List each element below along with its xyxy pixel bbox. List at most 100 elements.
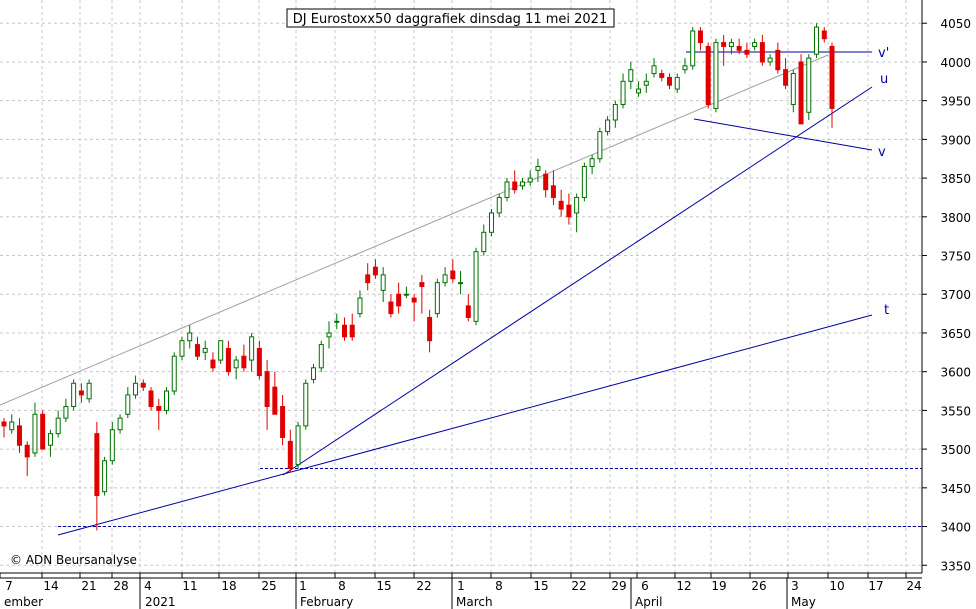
candle-body [566, 204, 572, 218]
candle-body [519, 181, 525, 187]
candle-body [372, 266, 378, 276]
candle-body [194, 344, 200, 357]
candle-body [318, 344, 324, 369]
candle-body [535, 165, 541, 171]
x-tick-label: 22 [571, 579, 586, 593]
candle-body [558, 200, 564, 210]
trend-line-label: v' [878, 46, 889, 61]
candles [1, 23, 835, 531]
candle-body [574, 196, 580, 214]
candle-body [465, 305, 471, 318]
x-tick-label: 26 [751, 579, 766, 593]
x-tick-label: 1 [299, 579, 307, 593]
copyright-text: © ADN Beursanalyse [10, 553, 137, 567]
x-tick-label: 8 [495, 579, 503, 593]
x-tick-label: 24 [906, 579, 921, 593]
candle-body [427, 316, 433, 342]
candle-body [744, 49, 750, 55]
candle-body [94, 433, 100, 497]
month-label: 2021 [145, 595, 176, 609]
candle-body [728, 42, 734, 47]
candle-body [63, 406, 69, 419]
candle-body [32, 413, 38, 454]
candle-body [264, 371, 270, 408]
y-tick-label: 3450 [940, 482, 971, 496]
candle-body [806, 57, 812, 113]
candle-body [736, 45, 742, 51]
candle-body [643, 80, 649, 86]
y-tick-label: 3900 [940, 133, 971, 147]
candle-body [589, 158, 595, 167]
month-label: May [791, 595, 816, 609]
candle-body [790, 73, 796, 106]
candle-body [210, 359, 216, 369]
chart-title: DJ Eurostoxx50 daggrafiek dinsdag 11 mei… [293, 12, 607, 27]
x-tick-label: 19 [711, 579, 726, 593]
candle-body [380, 274, 386, 291]
x-tick-label: 8 [338, 579, 346, 593]
candle-body [612, 104, 618, 121]
trend-line-label: u [880, 72, 888, 87]
candle-body [55, 417, 61, 435]
candle-body [78, 390, 84, 396]
y-tick-label: 3350 [940, 559, 971, 573]
candle-body [164, 390, 170, 411]
trend-line-label: t [884, 303, 889, 318]
y-tick-label: 3550 [940, 404, 971, 418]
y-tick-label: 3750 [940, 250, 971, 264]
candle-body [218, 340, 224, 361]
candle-body [326, 332, 332, 338]
candle-body [357, 297, 363, 315]
x-tick-label: 12 [676, 579, 691, 593]
candle-body [249, 336, 255, 361]
candle-body [102, 460, 108, 493]
candle-body [752, 42, 758, 47]
y-tick-label: 3650 [940, 327, 971, 341]
x-tick-label: 14 [43, 579, 58, 593]
month-label: April [635, 595, 662, 609]
x-tick-label: 7 [5, 579, 13, 593]
candle-body [71, 382, 77, 408]
candle-body [775, 49, 781, 71]
x-tick-label: 3 [791, 579, 799, 593]
candle-body [47, 433, 53, 446]
candle-body [605, 119, 611, 133]
y-tick-label: 3850 [940, 172, 971, 186]
candle-body [334, 320, 340, 323]
candle-body [403, 293, 409, 296]
x-tick-label: 29 [611, 579, 626, 593]
candle-body [233, 359, 239, 369]
x-tick-label: 28 [113, 579, 128, 593]
candle-body [682, 65, 688, 71]
candle-body [280, 406, 286, 438]
candle-body [697, 30, 703, 44]
candle-body [295, 425, 301, 466]
candle-body [581, 165, 587, 198]
candle-body [767, 57, 773, 63]
candle-body [628, 69, 634, 82]
candle-body [109, 429, 115, 462]
candle-body [674, 76, 680, 90]
candle-body [133, 382, 139, 396]
candle-body [140, 382, 146, 388]
month-label: February [300, 595, 353, 609]
month-label: ember [4, 595, 43, 609]
candle-body [156, 406, 162, 411]
y-tick-label: 3400 [940, 521, 971, 535]
candle-body [489, 212, 495, 233]
candle-body [365, 274, 371, 284]
candle-body [620, 80, 626, 106]
title-box [286, 8, 615, 28]
candle-body [24, 444, 30, 458]
candle-body [411, 297, 417, 303]
candle-body [798, 61, 804, 125]
candle-body [550, 185, 556, 198]
trend-line-u [282, 86, 873, 476]
candle-body [713, 42, 719, 109]
candle-body [1, 421, 7, 427]
y-tick-label: 4050 [940, 17, 971, 31]
candle-body [496, 196, 502, 214]
candle-body [721, 42, 727, 47]
candle-body [458, 282, 464, 285]
